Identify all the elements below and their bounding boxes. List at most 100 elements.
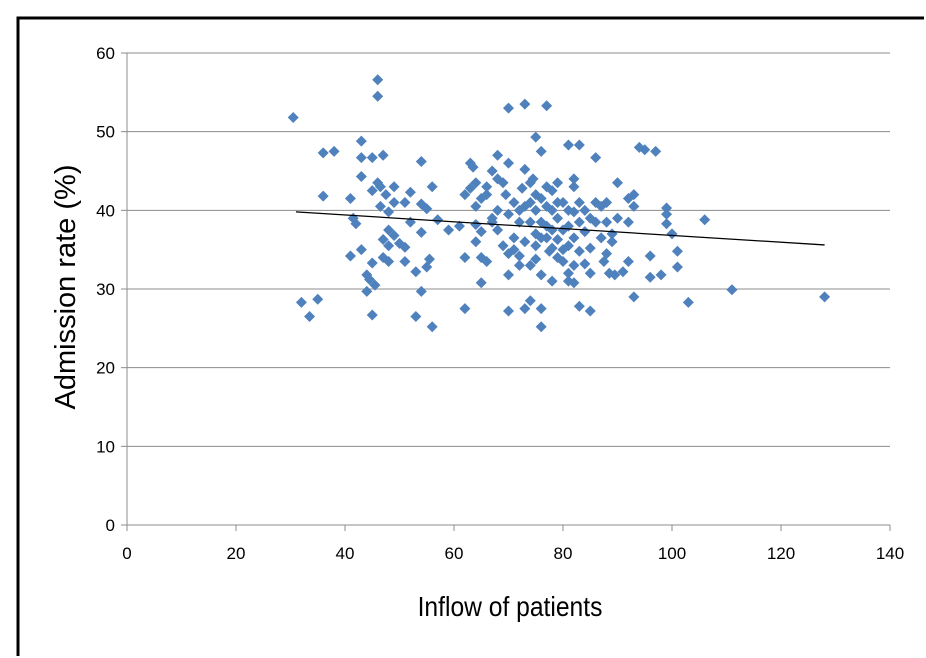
- data-point: [546, 185, 558, 197]
- data-point: [535, 193, 547, 205]
- data-point: [432, 214, 444, 226]
- data-point: [470, 177, 482, 189]
- data-point: [606, 236, 618, 248]
- data-point: [355, 152, 367, 164]
- y-tick-label: 20: [96, 359, 115, 378]
- data-point: [535, 303, 547, 315]
- data-point: [612, 212, 623, 224]
- data-point: [423, 253, 435, 265]
- y-axis-label: Admission rate (%): [50, 165, 82, 410]
- data-point: [486, 165, 498, 177]
- data-point: [503, 269, 514, 281]
- data-point: [497, 177, 509, 189]
- data-point: [481, 189, 493, 201]
- data-point: [372, 74, 384, 86]
- x-tick-label: 100: [658, 544, 686, 563]
- data-point: [573, 245, 585, 257]
- data-point: [601, 216, 613, 228]
- data-point: [388, 230, 400, 242]
- data-point: [661, 202, 673, 214]
- data-point: [562, 267, 574, 279]
- data-point: [470, 236, 482, 248]
- data-point: [541, 232, 553, 244]
- data-point: [530, 240, 542, 252]
- data-point: [609, 269, 621, 281]
- data-point: [415, 226, 427, 238]
- data-point: [628, 291, 640, 303]
- data-point: [383, 240, 395, 252]
- x-tick-label: 20: [227, 544, 246, 563]
- data-point: [317, 190, 329, 202]
- data-point: [312, 293, 324, 305]
- data-point: [366, 257, 378, 269]
- data-point: [524, 295, 536, 307]
- data-point: [584, 305, 596, 317]
- data-point: [366, 152, 378, 164]
- data-point: [383, 206, 395, 218]
- data-point: [497, 240, 509, 252]
- data-point: [552, 177, 564, 189]
- data-point: [513, 250, 525, 262]
- data-point: [481, 255, 493, 267]
- data-point: [530, 204, 542, 216]
- x-tick-label: 120: [767, 544, 795, 563]
- data-point: [399, 241, 411, 253]
- data-point: [552, 212, 564, 224]
- data-point: [617, 266, 629, 278]
- data-point: [650, 145, 662, 157]
- data-point: [819, 291, 831, 303]
- x-tick-label: 80: [554, 544, 573, 563]
- data-point: [355, 244, 367, 256]
- y-tick-label: 30: [96, 280, 115, 299]
- data-point: [524, 216, 536, 228]
- data-point: [568, 259, 580, 271]
- data-point: [415, 285, 427, 297]
- y-tick-label: 0: [106, 516, 115, 535]
- data-point: [590, 152, 602, 164]
- data-point: [380, 189, 392, 201]
- data-point: [508, 196, 520, 208]
- data-point: [470, 218, 482, 230]
- data-point: [524, 196, 536, 208]
- data-point: [568, 181, 580, 193]
- data-point: [328, 145, 340, 157]
- data-point: [519, 163, 531, 175]
- data-point: [399, 196, 411, 208]
- data-point: [366, 309, 378, 321]
- data-point: [579, 204, 591, 216]
- data-point: [513, 259, 525, 271]
- data-point: [590, 216, 602, 228]
- data-point: [579, 258, 591, 270]
- data-point: [573, 139, 585, 151]
- y-tick-labels: 0 10 20 30 40 50 60: [96, 44, 127, 535]
- data-point: [388, 196, 400, 208]
- data-point: [513, 216, 525, 228]
- x-tick-label: 40: [336, 544, 355, 563]
- data-point: [519, 98, 531, 110]
- data-point: [546, 242, 558, 254]
- data-point: [492, 149, 504, 161]
- data-point: [481, 181, 493, 193]
- x-tick-labels: 0 20 40 60 80 100 120 140: [122, 525, 904, 563]
- data-point: [410, 266, 422, 278]
- data-point: [374, 200, 386, 212]
- data-point: [475, 277, 487, 289]
- trendline: [295, 211, 825, 246]
- data-point: [568, 277, 580, 289]
- x-tick-label: 140: [876, 544, 904, 563]
- data-point: [470, 200, 482, 212]
- data-point: [573, 196, 585, 208]
- data-point: [366, 185, 378, 197]
- data-point: [541, 100, 553, 112]
- data-point: [377, 233, 389, 245]
- data-point: [503, 208, 514, 220]
- data-point: [344, 193, 356, 205]
- data-point: [421, 203, 433, 215]
- data-point: [546, 204, 558, 216]
- y-tick-label: 50: [96, 123, 115, 142]
- data-point: [503, 102, 514, 114]
- data-point: [622, 216, 634, 228]
- data-point: [671, 261, 683, 273]
- data-point: [492, 204, 504, 216]
